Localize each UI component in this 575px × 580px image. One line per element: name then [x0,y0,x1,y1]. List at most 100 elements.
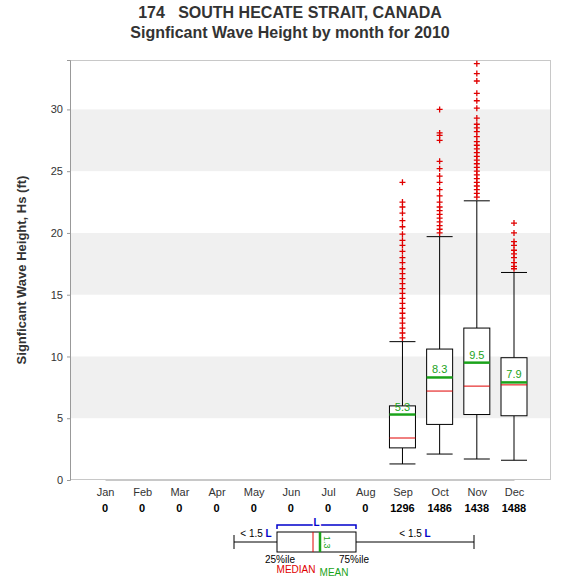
outlier [399,231,405,237]
y-tick-mark [67,233,70,234]
x-tick-label: Nov [468,486,488,498]
outlier [474,121,480,127]
whisker-lower [476,415,477,459]
x-tick-label: May [244,486,265,498]
y-tick-mark [67,418,70,419]
x-tick-label: Jun [283,486,301,498]
outlier [437,166,443,172]
outlier [437,106,443,112]
mean [427,376,453,379]
title: 174 SOUTH HECATE STRAIT, CANADA [138,4,442,21]
outlier [474,90,480,96]
count-label: 1486 [427,502,451,514]
x-tick: Jul [322,480,336,498]
y-tick-label: 20 [51,227,63,239]
outlier [399,224,405,230]
marks [389,61,527,464]
key-median [313,532,314,552]
key-cap [234,535,235,549]
x-tick: May [244,480,265,498]
count-label: 0 [213,502,219,514]
outlier [511,220,517,226]
y-tick-label: 10 [51,350,63,362]
y-tick-mark [67,480,70,481]
x-tick-label: Sep [393,486,413,498]
whisker-cap-lower [464,459,490,460]
outlier [399,237,405,243]
outlier [474,105,480,111]
median [464,386,490,387]
x-tick: Jun [283,480,301,498]
y-tick-label: 15 [51,289,63,301]
whisker-upper [402,342,403,406]
x-tick-label: Jan [97,486,115,498]
subtitle: Signficant Wave Height by month for 2010 [130,24,450,41]
outlier [474,98,480,104]
outlier [511,230,517,236]
box-group [464,61,490,459]
grid-band [70,233,551,295]
x-tick-label: Feb [133,486,152,498]
key-q3: 75%ile [339,554,369,565]
count-label: 0 [288,502,294,514]
whisker-cap-upper [464,200,490,201]
count-label: 1488 [502,502,526,514]
mean [501,381,527,384]
x-tick: Apr [208,480,225,498]
x-tick-label: Jul [322,486,336,498]
y-tick-mark [67,295,70,296]
y-tick-mark [67,356,70,357]
y-axis-title: Signficant Wave Height, Hs (ft) [14,176,29,365]
outlier [399,266,405,272]
mean-label: 9.5 [469,349,484,361]
key-mean [319,532,322,552]
mean-label: 5.3 [395,401,410,413]
y-tick: 20 [51,227,70,239]
x-tick: Jan [97,480,115,498]
x-tick: Dec [505,480,525,498]
y-tick: 30 [51,103,70,115]
x-tick-label: Oct [432,486,449,498]
outlier [399,248,405,254]
mean-label: 7.9 [506,368,521,380]
whisker-lower [439,424,440,454]
counts: 000000001296148614381488 [102,502,526,514]
key-median-label: MEDIAN [277,564,316,575]
key-cap [474,535,475,549]
y-axis: 051015202530 [51,61,71,487]
whisker-upper [476,201,477,328]
key-whisker-label: < 1.5 L [399,528,430,539]
outlier [399,210,405,216]
box [427,349,453,424]
count-label: 1438 [465,502,489,514]
outlier [399,199,405,205]
count-label: 0 [139,502,145,514]
x-axis: Jan Feb Mar Apr May Jun Jul Aug Sep Oct Nov Dec [97,480,525,498]
outlier [437,130,443,136]
whisker-cap-lower [389,463,415,464]
x-tick: Mar [170,480,189,498]
key-span: L [313,517,319,528]
count-label: 0 [102,502,108,514]
mean [464,361,490,364]
whisker-cap-upper [389,341,415,342]
whisker-upper [439,237,440,349]
data-labels: 5.38.39.57.9 [395,349,522,413]
y-tick: 10 [51,350,70,362]
whisker-cap-upper [427,236,453,237]
outlier [474,61,480,67]
box [464,328,490,414]
key-box [277,532,356,552]
outlier [437,173,443,179]
whisker-upper [514,272,515,357]
x-tick-label: Aug [356,486,376,498]
count-label: 0 [325,502,331,514]
key-whisker-label: < 1.5 L [240,528,271,539]
whisker-lower [514,416,515,460]
count-label: 1296 [390,502,414,514]
y-tick: 0 [57,474,70,486]
whisker-lower [402,448,403,464]
median [427,391,453,392]
x-tick: Aug [356,480,376,498]
count-label: 0 [251,502,257,514]
